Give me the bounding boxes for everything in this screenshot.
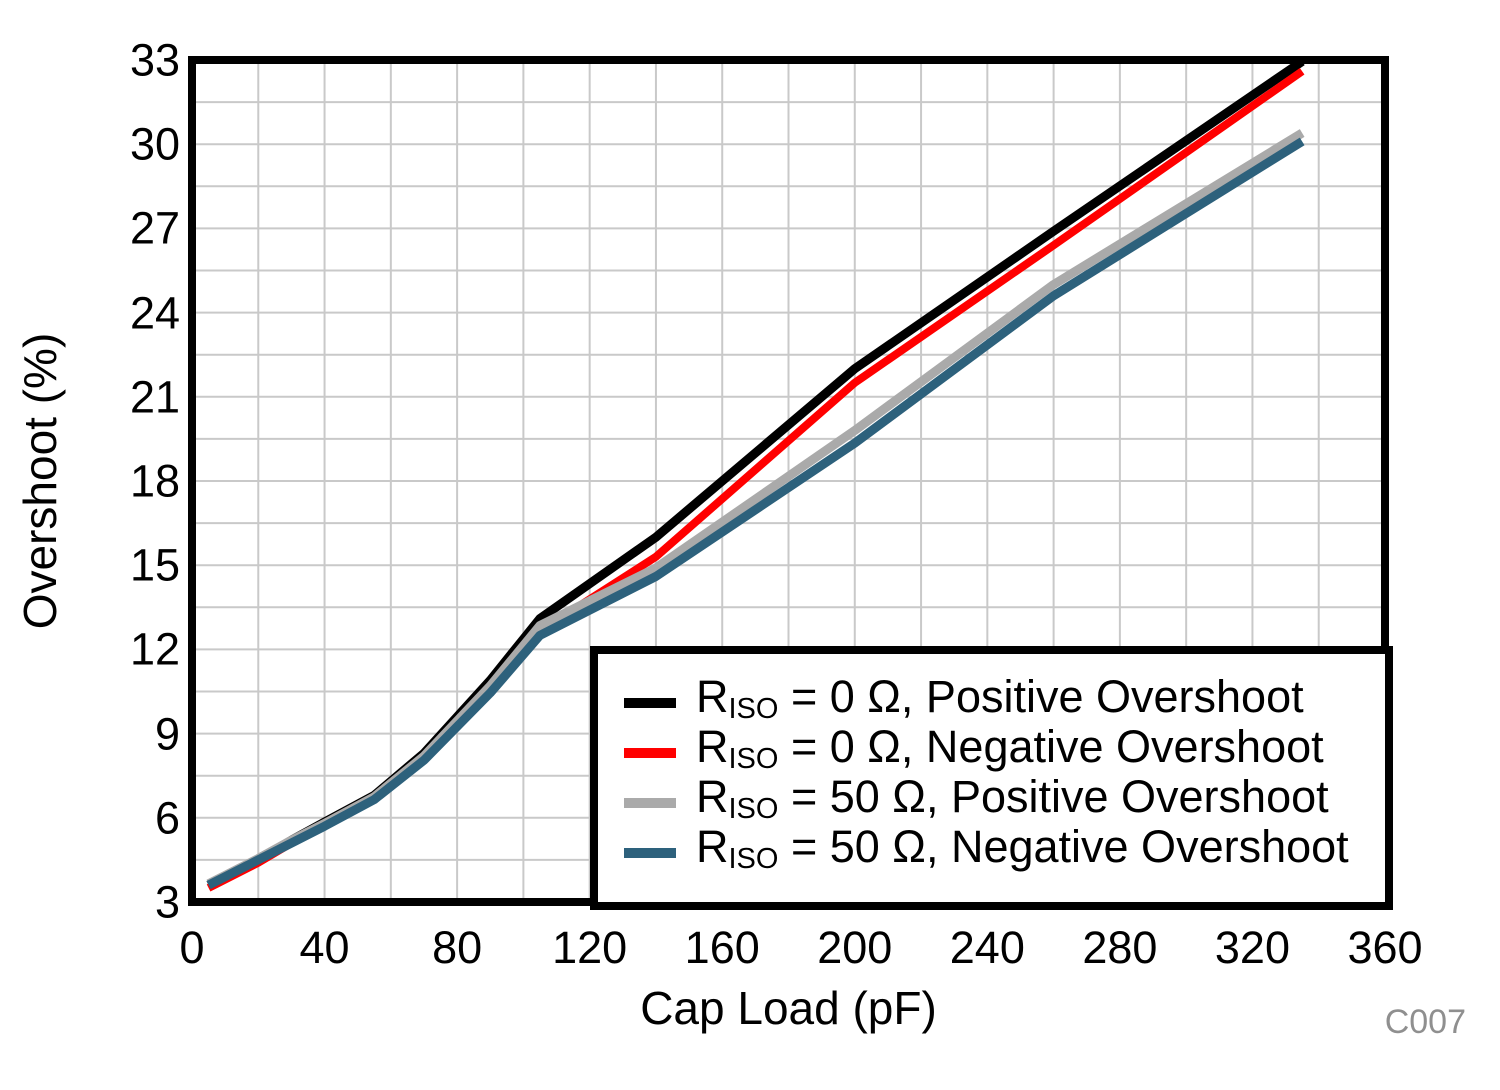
figure-code-label: C007 xyxy=(1384,1003,1466,1041)
x-tick-label: 0 xyxy=(179,922,205,973)
x-tick-label: 240 xyxy=(949,922,1025,973)
series-line-4 xyxy=(206,137,1305,890)
legend-item-3: RISO = 50 Ω, Positive Overshoot xyxy=(598,774,1385,828)
legend-label: RISO = 50 Ω, Negative Overshoot xyxy=(696,821,1349,875)
legend-item-4: RISO = 50 Ω, Negative Overshoot xyxy=(598,824,1385,878)
legend-swatch xyxy=(624,748,676,758)
legend-swatch xyxy=(624,798,676,808)
legend-swatch xyxy=(624,848,676,858)
x-axis-title: Cap Load (pF) xyxy=(640,982,937,1034)
y-tick-label: 33 xyxy=(129,34,180,86)
x-tick-label: 280 xyxy=(1082,922,1158,973)
legend-swatch xyxy=(624,698,676,708)
data-series-lines xyxy=(206,57,1305,892)
x-tick-label: 320 xyxy=(1214,922,1290,973)
legend-item-2: RISO = 0 Ω, Negative Overshoot xyxy=(598,724,1385,778)
y-tick-label: 18 xyxy=(129,455,180,507)
x-tick-label: 200 xyxy=(817,922,893,973)
y-axis-title: Overshoot (%) xyxy=(14,332,66,630)
legend-label: RISO = 50 Ω, Positive Overshoot xyxy=(696,771,1329,825)
y-tick-label: 15 xyxy=(129,539,180,591)
y-tick-label: 24 xyxy=(129,287,180,339)
x-tick-label: 160 xyxy=(684,922,760,973)
x-tick-label: 40 xyxy=(299,922,350,973)
x-tick-label: 120 xyxy=(552,922,628,973)
legend-label: RISO = 0 Ω, Negative Overshoot xyxy=(696,721,1324,775)
y-tick-label: 3 xyxy=(154,876,180,928)
y-tick-label: 30 xyxy=(129,118,180,170)
y-tick-label: 21 xyxy=(129,371,180,423)
legend-label: RISO = 0 Ω, Positive Overshoot xyxy=(696,671,1304,725)
legend-box: RISO = 0 Ω, Positive Overshoot RISO = 0 Ω… xyxy=(590,646,1393,910)
y-tick-label: 9 xyxy=(154,708,180,760)
x-tick-label: 80 xyxy=(432,922,483,973)
x-tick-label: 360 xyxy=(1347,922,1423,973)
legend-item-1: RISO = 0 Ω, Positive Overshoot xyxy=(598,674,1385,728)
y-tick-label: 6 xyxy=(154,792,180,844)
y-tick-label: 12 xyxy=(129,623,180,675)
y-tick-label: 27 xyxy=(129,202,180,254)
